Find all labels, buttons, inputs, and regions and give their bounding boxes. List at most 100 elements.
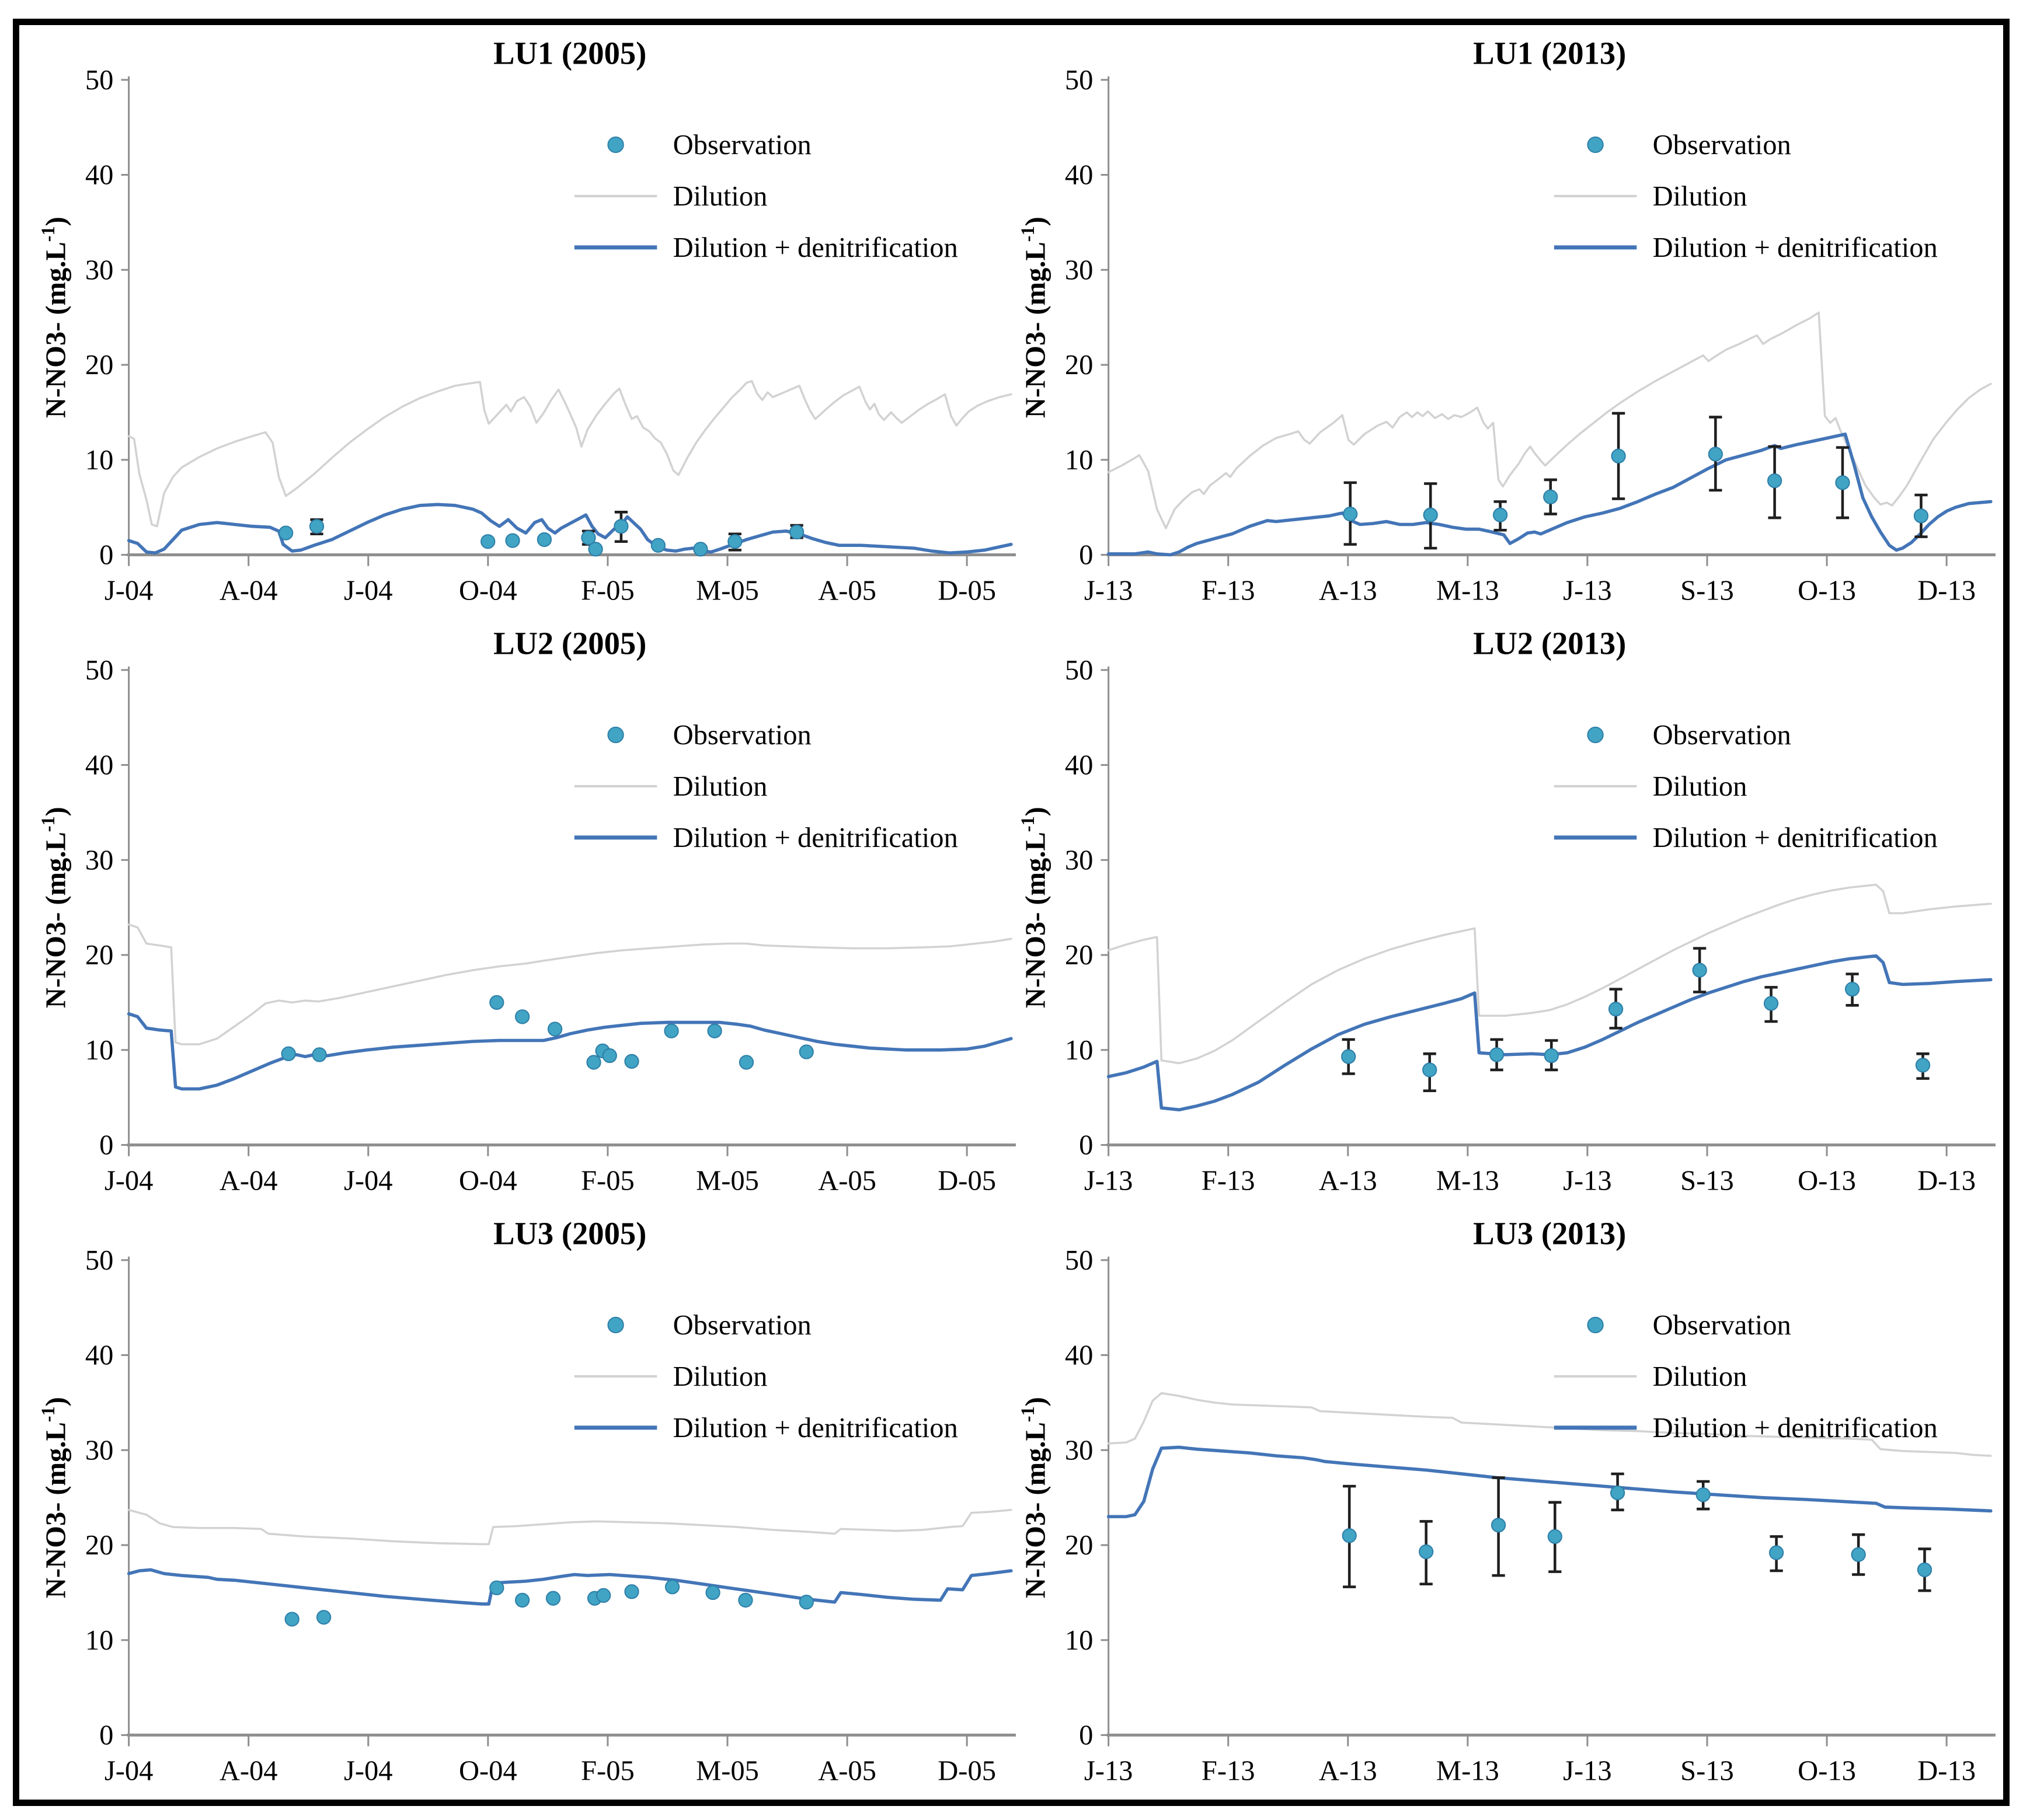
observation-point — [489, 1580, 504, 1595]
y-tick-label: 10 — [1065, 445, 1094, 476]
x-tick-label: A-05 — [818, 575, 876, 606]
observation-point — [1692, 963, 1707, 978]
chart-title: LU3 (2013) — [1473, 1216, 1626, 1251]
x-tick-label: F-13 — [1202, 1165, 1255, 1196]
panel-lu1-2005: 0 10 20 30 40 50 J-04 A-04 J-04 O-04 F-05 M-05 A-05 D… — [40, 36, 1020, 626]
observation-point — [1768, 1545, 1784, 1560]
observation-point — [1695, 1487, 1711, 1502]
observation-point — [1341, 1049, 1356, 1064]
y-tick-label: 50 — [1065, 655, 1094, 686]
x-tick-label: O-13 — [1798, 575, 1856, 606]
tick-labels: 0 10 20 30 40 50 J-13 F-13 A-13 M-13 J-13 S-13 O-13 D… — [1065, 65, 1976, 606]
x-tick-label: S-13 — [1680, 1755, 1734, 1786]
x-tick-label: A-05 — [818, 1165, 876, 1196]
legend: Observation Dilution Dilution + denitrific… — [1554, 1310, 1938, 1444]
y-axis-label: N-NO3- (mg.L-1) — [40, 1397, 71, 1598]
legend-observation-marker — [607, 726, 624, 743]
observation-points — [1343, 447, 1929, 524]
observation-point — [1608, 1001, 1624, 1017]
legend-label: Dilution + denitrification — [673, 822, 958, 853]
observation-point — [738, 1592, 753, 1608]
x-tick-label: A-13 — [1319, 575, 1377, 606]
observation-point — [284, 1612, 300, 1627]
observation-point — [789, 524, 805, 540]
legend-label: Dilution — [673, 1361, 768, 1392]
x-tick-label: A-04 — [220, 575, 278, 606]
y-axis-label: N-NO3- (mg.L-1) — [1020, 217, 1051, 418]
observation-point — [316, 1609, 332, 1625]
observation-point — [664, 1579, 680, 1594]
tick-labels: 0 10 20 30 40 50 J-13 F-13 A-13 M-13 J-13 S-13 O-13 D… — [1065, 1245, 1976, 1786]
observation-point — [309, 519, 325, 534]
chart-lu1-2005: 0 10 20 30 40 50 J-04 A-04 J-04 O-04 F-05 M-05 A-05 D… — [40, 36, 1016, 606]
x-tick-label: M-13 — [1436, 575, 1499, 606]
observation-point — [581, 530, 596, 545]
observation-points — [1342, 1485, 1933, 1577]
panel-lu3-2013: 0 10 20 30 40 50 J-13 F-13 A-13 M-13 J-13 S-13 O-13 D… — [1020, 1216, 2000, 1806]
observation-point — [1489, 1047, 1505, 1062]
legend-label: Dilution + denitrification — [1653, 822, 1938, 853]
y-tick-label: 30 — [1065, 254, 1094, 285]
y-tick-label: 0 — [99, 1720, 113, 1751]
x-tick-label: D-13 — [1917, 575, 1976, 606]
x-tick-label: J-04 — [105, 575, 154, 606]
observation-point — [693, 542, 708, 557]
observation-point — [537, 532, 552, 548]
error-bars — [1343, 1472, 1931, 1592]
observation-point — [489, 995, 504, 1010]
chart-title: LU1 (2013) — [1473, 36, 1626, 71]
observation-point — [1422, 1062, 1437, 1078]
x-tick-label: J-04 — [105, 1755, 154, 1786]
legend: Observation Dilution Dilution + denitrific… — [574, 130, 958, 263]
observation-point — [545, 1591, 561, 1606]
series-line-dilution — [127, 379, 1012, 528]
x-tick-label: D-05 — [938, 575, 996, 606]
observation-point — [1851, 1547, 1866, 1562]
observation-point — [602, 1048, 617, 1064]
y-tick-label: 30 — [85, 845, 114, 876]
observation-point — [1544, 1048, 1559, 1064]
observation-point — [1767, 473, 1782, 489]
observation-point — [614, 519, 629, 534]
observation-point — [1611, 448, 1626, 463]
legend-observation-marker — [1587, 726, 1604, 743]
series-line-dilution — [1107, 883, 1992, 1065]
observation-point — [514, 1009, 530, 1024]
x-tick-label: F-13 — [1202, 1755, 1255, 1786]
series-line-dilution-denitrification — [127, 1568, 1013, 1606]
x-tick-label: J-04 — [105, 1165, 154, 1196]
series-line-dilution — [127, 923, 1012, 1045]
axes — [121, 1256, 1016, 1746]
y-tick-label: 20 — [85, 350, 114, 381]
tick-labels: 0 10 20 30 40 50 J-04 A-04 J-04 O-04 F-05 M-05 A-05 D… — [85, 1245, 996, 1786]
y-tick-label: 0 — [1079, 540, 1093, 571]
x-tick-label: O-13 — [1798, 1165, 1856, 1196]
legend-label: Dilution + denitrification — [1653, 232, 1938, 263]
y-axis-label: N-NO3- (mg.L-1) — [40, 217, 71, 418]
observation-point — [1610, 1485, 1625, 1500]
observation-point — [799, 1044, 814, 1059]
observation-point — [664, 1023, 679, 1038]
observation-point — [1835, 475, 1850, 490]
axes — [121, 666, 1016, 1156]
legend-observation-marker — [607, 136, 624, 154]
x-tick-label: D-05 — [938, 1165, 996, 1196]
y-tick-label: 40 — [1065, 750, 1094, 781]
chart-title: LU2 (2013) — [1473, 626, 1626, 661]
y-tick-label: 0 — [99, 540, 113, 571]
axes — [121, 76, 1016, 566]
x-tick-label: O-04 — [459, 575, 517, 606]
x-tick-label: J-04 — [344, 1755, 393, 1786]
legend-label: Dilution — [1653, 181, 1747, 212]
x-tick-label: F-05 — [581, 1755, 635, 1786]
legend-label: Observation — [673, 720, 812, 751]
x-tick-label: M-05 — [696, 1755, 759, 1786]
y-tick-label: 50 — [1065, 1245, 1094, 1276]
panel-lu3-2005: 0 10 20 30 40 50 J-04 A-04 J-04 O-04 F-05 M-05 A-05 D… — [40, 1216, 1020, 1806]
x-tick-label: M-05 — [696, 575, 759, 606]
legend: Observation Dilution Dilution + denitrific… — [574, 1310, 958, 1444]
y-tick-label: 0 — [1079, 1130, 1093, 1161]
x-tick-label: J-13 — [1084, 575, 1133, 606]
observation-point — [727, 534, 743, 549]
legend-observation-marker — [1587, 136, 1604, 154]
